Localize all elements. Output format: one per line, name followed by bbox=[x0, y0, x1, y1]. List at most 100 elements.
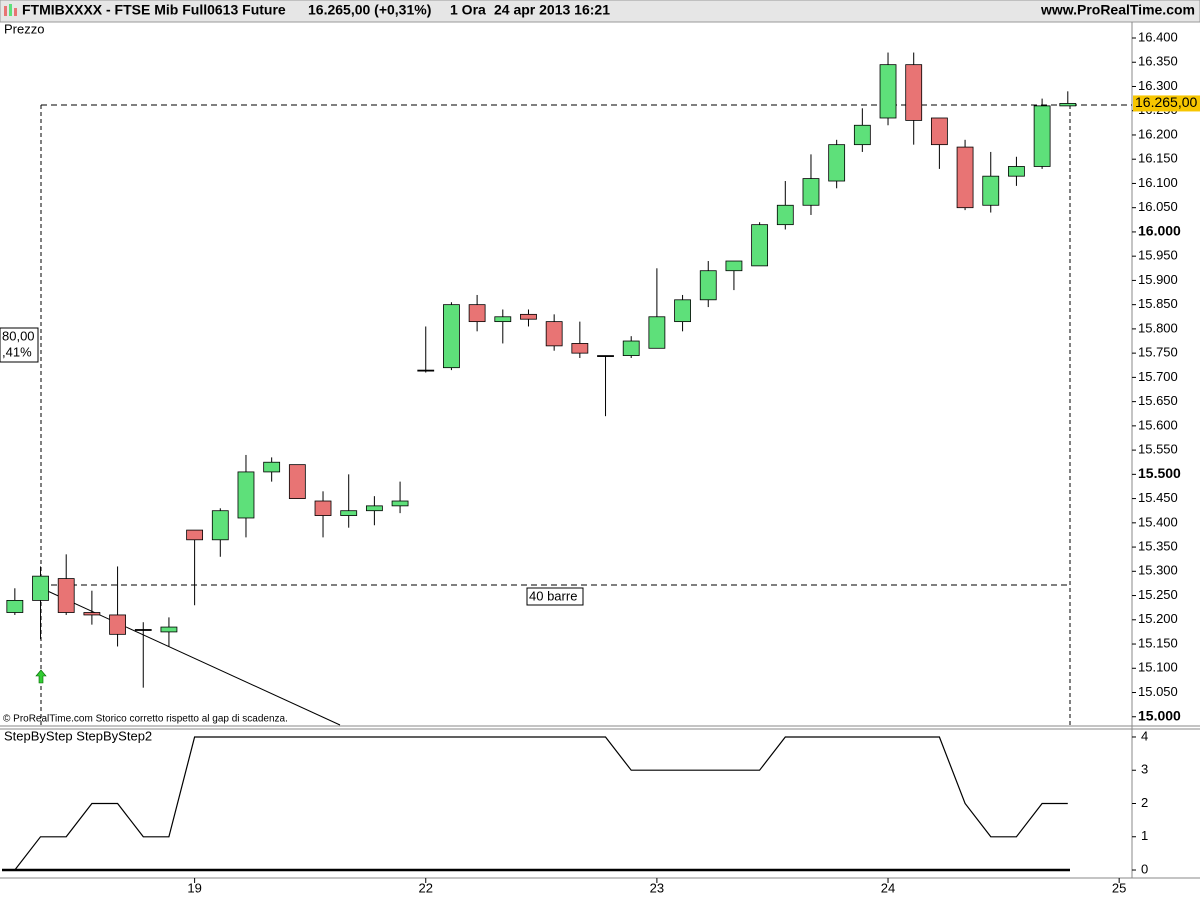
x-tick-label: 22 bbox=[419, 880, 433, 895]
y-tick-label: 0 bbox=[1141, 861, 1148, 876]
header-bar bbox=[0, 0, 1200, 23]
last-price-box bbox=[1133, 95, 1200, 112]
y-tick-label: 15.100 bbox=[1138, 660, 1178, 675]
candle-body bbox=[32, 575, 49, 601]
panel-title: Prezzo bbox=[4, 21, 44, 36]
datetime: 24 apr 2013 16:21 bbox=[494, 2, 610, 18]
header: FTMIBXXXX - FTSE Mib Full0613 Future 16.… bbox=[0, 0, 1200, 23]
y-tick-label: 15.800 bbox=[1138, 320, 1178, 335]
annotation: 40 barre bbox=[529, 588, 577, 603]
y-tick-label: 4 bbox=[1141, 728, 1148, 743]
candle-body bbox=[597, 355, 614, 357]
x-tick-label: 19 bbox=[187, 880, 201, 895]
y-tick-label: 1 bbox=[1141, 828, 1148, 843]
last-price-label: 16.265,00 bbox=[1135, 94, 1197, 110]
candle-body bbox=[520, 313, 537, 320]
y-tick-label: 15.350 bbox=[1138, 539, 1178, 554]
candle-body bbox=[622, 340, 640, 356]
candle-body bbox=[1059, 103, 1077, 107]
timeframe: 1 Ora bbox=[450, 2, 486, 18]
candle-body bbox=[134, 629, 152, 631]
y-tick-label: 15.600 bbox=[1138, 417, 1178, 432]
candle-body bbox=[443, 304, 460, 369]
candle-body bbox=[545, 321, 563, 347]
candle-body bbox=[160, 626, 178, 633]
y-tick-label: 16.200 bbox=[1138, 126, 1178, 141]
logo bbox=[9, 4, 12, 16]
y-tick-label: 15.900 bbox=[1138, 272, 1178, 287]
candle-body bbox=[186, 529, 204, 541]
footnote: © ProRealTime.com Storico corretto rispe… bbox=[3, 714, 288, 725]
candle-body bbox=[494, 316, 512, 323]
candle-body bbox=[982, 175, 1000, 206]
y-tick-label: 15.950 bbox=[1138, 248, 1178, 263]
buy-arrow bbox=[35, 669, 47, 684]
candle-body bbox=[57, 578, 75, 613]
y-tick-label: 16.150 bbox=[1138, 151, 1178, 166]
annotation-box bbox=[526, 587, 584, 606]
candle-body bbox=[288, 464, 306, 499]
candle-body bbox=[391, 500, 409, 507]
quote: 16.265,00 (+0,31%) bbox=[308, 2, 431, 18]
site: www.ProRealTime.com bbox=[1040, 2, 1195, 18]
y-tick-label: 16.000 bbox=[1138, 223, 1181, 239]
candle-body bbox=[853, 124, 871, 146]
candle-body bbox=[879, 64, 897, 119]
y-tick-label: 15.250 bbox=[1138, 587, 1178, 602]
candle-body bbox=[83, 612, 101, 616]
y-tick-label: 15.650 bbox=[1138, 393, 1178, 408]
annotation: ,41% bbox=[2, 344, 32, 359]
symbol: FTMIBXXXX - FTSE Mib Full0613 Future bbox=[22, 2, 286, 18]
y-tick-label: 3 bbox=[1141, 762, 1148, 777]
candle-body bbox=[340, 510, 358, 516]
candle-body bbox=[468, 304, 486, 323]
panel-title: StepByStep StepByStep2 bbox=[4, 728, 152, 743]
x-tick-label: 23 bbox=[650, 880, 664, 895]
y-tick-label: 2 bbox=[1141, 795, 1148, 810]
y-tick-label: 16.300 bbox=[1138, 78, 1178, 93]
candle-body bbox=[263, 461, 281, 473]
y-tick-label: 15.700 bbox=[1138, 369, 1178, 384]
logo bbox=[4, 6, 7, 16]
candle-body bbox=[725, 260, 743, 272]
indicator-line bbox=[14, 736, 1068, 871]
annotation-box bbox=[0, 327, 39, 363]
x-tick-label: 25 bbox=[1112, 880, 1126, 895]
y-tick-label: 15.750 bbox=[1138, 345, 1178, 360]
candle-body bbox=[930, 117, 948, 146]
y-tick-label: 15.400 bbox=[1138, 514, 1178, 529]
y-tick-label: 16.050 bbox=[1138, 199, 1178, 214]
y-tick-label: 15.050 bbox=[1138, 684, 1178, 699]
candle-body bbox=[776, 204, 794, 226]
candle-body bbox=[211, 510, 229, 541]
y-tick-label: 15.300 bbox=[1138, 563, 1178, 578]
candle-body bbox=[6, 599, 24, 613]
y-tick-label: 15.450 bbox=[1138, 490, 1178, 505]
candle-body bbox=[751, 224, 769, 267]
candle-body bbox=[109, 614, 126, 635]
candle-body bbox=[1033, 105, 1051, 167]
annotation: 80,00 bbox=[2, 328, 35, 343]
candle-body bbox=[571, 343, 589, 354]
y-tick-label: 15.850 bbox=[1138, 296, 1178, 311]
y-tick-label: 15.000 bbox=[1138, 707, 1181, 723]
candle-body bbox=[802, 178, 820, 206]
y-tick-label: 16.100 bbox=[1138, 175, 1178, 190]
candle-body bbox=[417, 369, 435, 372]
y-tick-label: 15.200 bbox=[1138, 611, 1178, 626]
y-tick-label: 15.500 bbox=[1138, 465, 1181, 481]
candle-body bbox=[956, 146, 974, 209]
y-tick-label: 16.350 bbox=[1138, 54, 1178, 69]
x-tick-label: 24 bbox=[881, 880, 895, 895]
candle-body bbox=[905, 64, 923, 121]
candle-body bbox=[1008, 166, 1025, 177]
candle-body bbox=[237, 471, 255, 519]
candle-body bbox=[699, 270, 717, 301]
y-tick-label: 16.400 bbox=[1138, 29, 1178, 44]
logo bbox=[14, 8, 17, 16]
y-tick-label: 15.150 bbox=[1138, 635, 1178, 650]
candle-body bbox=[828, 144, 846, 182]
